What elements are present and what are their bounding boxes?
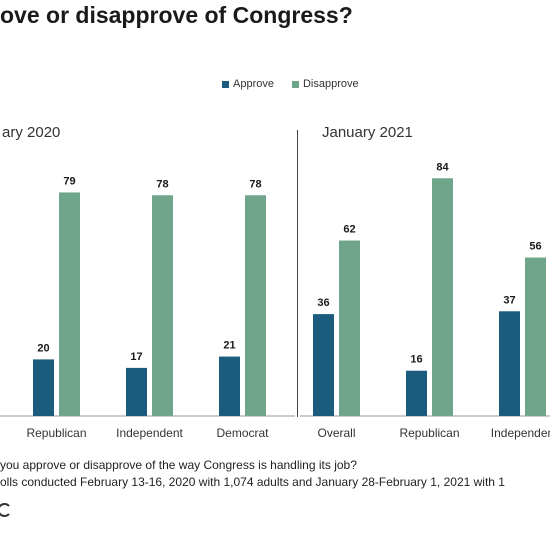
bar-disapprove-1-0 <box>339 240 360 416</box>
bar-chart: 20 79 Republican 17 78 Independent 21 78 Democra… <box>0 130 550 440</box>
bar-disapprove-0-1 <box>152 195 173 416</box>
legend: Approve Disapprove <box>222 78 359 90</box>
category-label-0-0: Republican <box>26 426 86 440</box>
data-label-approve-1-2: 37 <box>503 294 515 306</box>
legend-item-disapprove: Disapprove <box>291 78 359 90</box>
question-note: you approve or disapprove of the way Con… <box>0 458 357 472</box>
category-label-1-0: Overall <box>317 426 355 440</box>
bar-disapprove-0-0 <box>59 192 80 416</box>
data-label-disapprove-1-2: 56 <box>529 241 541 253</box>
panel-title-2021: January 2021 <box>322 124 413 141</box>
panel-title-2020: ary 2020 <box>2 124 61 141</box>
data-label-disapprove-0-1: 78 <box>156 178 168 190</box>
data-label-disapprove-1-0: 62 <box>343 224 355 236</box>
bar-disapprove-1-2 <box>525 257 546 416</box>
data-label-disapprove-0-0: 79 <box>63 175 75 187</box>
source-note: olls conducted February 13-16, 2020 with… <box>0 475 505 489</box>
data-label-disapprove-1-1: 84 <box>436 161 449 173</box>
data-label-approve-1-1: 16 <box>410 354 422 366</box>
data-label-disapprove-0-2: 78 <box>249 178 261 190</box>
legend-label-approve: Approve <box>233 78 274 90</box>
bar-disapprove-0-2 <box>245 195 266 416</box>
category-label-1-2: Independen <box>491 426 550 440</box>
bar-approve-0-0 <box>33 359 54 416</box>
category-label-1-1: Republican <box>399 426 459 440</box>
bar-approve-1-1 <box>406 370 427 416</box>
bar-approve-1-2 <box>499 311 520 416</box>
bar-approve-0-1 <box>126 367 147 416</box>
bar-approve-1-0 <box>313 314 334 416</box>
legend-swatch-disapprove <box>291 80 299 88</box>
chart-title: ove or disapprove of Congress? <box>0 2 353 28</box>
legend-swatch-approve <box>222 80 229 88</box>
legend-item-approve: Approve <box>222 78 274 90</box>
legend-label-disapprove: Disapprove <box>302 78 359 90</box>
category-label-0-1: Independent <box>116 426 183 440</box>
bar-approve-0-2 <box>219 356 240 416</box>
brand-logo-glyph <box>0 503 10 517</box>
data-label-approve-0-2: 21 <box>223 340 235 352</box>
data-label-approve-1-0: 36 <box>317 297 329 309</box>
data-label-approve-0-0: 20 <box>37 342 49 354</box>
data-label-approve-0-1: 17 <box>130 351 142 363</box>
category-label-0-2: Democrat <box>216 426 269 440</box>
bar-disapprove-1-1 <box>432 178 453 416</box>
brand-logo-icon <box>0 470 10 530</box>
